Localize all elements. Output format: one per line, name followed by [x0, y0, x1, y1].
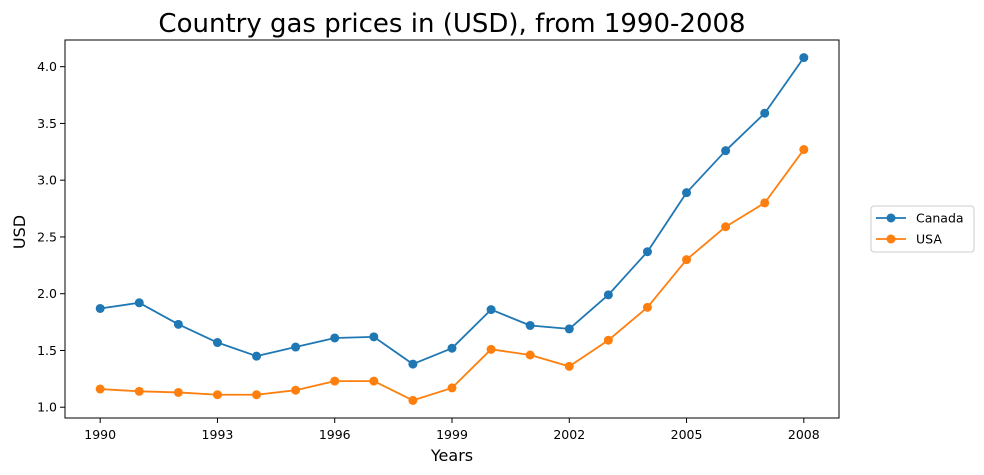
- data-point-canada: [603, 290, 613, 300]
- data-point-usa: [212, 390, 222, 400]
- data-point-canada: [173, 319, 183, 329]
- data-point-canada: [330, 333, 340, 343]
- x-tick-label: 2002: [553, 427, 585, 442]
- data-point-usa: [408, 395, 418, 405]
- data-point-canada: [486, 305, 496, 315]
- y-tick-label: 2.5: [37, 229, 57, 244]
- y-tick-label: 1.5: [37, 343, 57, 358]
- data-point-usa: [486, 344, 496, 354]
- data-point-canada: [408, 359, 418, 369]
- y-tick-label: 3.0: [37, 173, 57, 188]
- data-point-usa: [252, 390, 262, 400]
- data-point-canada: [642, 247, 652, 257]
- x-tick-label: 1999: [436, 427, 468, 442]
- data-point-canada: [291, 342, 301, 352]
- data-point-canada: [447, 343, 457, 353]
- data-point-usa: [134, 386, 144, 396]
- legend: Canada USA: [870, 205, 975, 253]
- x-tick-label: 2008: [788, 427, 820, 442]
- data-point-usa: [564, 361, 574, 371]
- x-tick-label: 1990: [84, 427, 116, 442]
- data-point-usa: [760, 198, 770, 208]
- legend-swatch-marker-usa: [886, 234, 896, 244]
- data-point-usa: [799, 145, 809, 155]
- chart-title: Country gas prices in (USD), from 1990-2…: [158, 9, 745, 39]
- data-point-usa: [721, 222, 731, 232]
- data-point-usa: [369, 376, 379, 386]
- x-tick-label: 1993: [202, 427, 234, 442]
- data-point-canada: [799, 53, 809, 63]
- legend-swatch-marker-canada: [886, 213, 896, 223]
- y-axis-label: USD: [10, 215, 29, 249]
- data-point-usa: [603, 335, 613, 345]
- x-tick-label: 1996: [319, 427, 351, 442]
- data-point-usa: [95, 384, 105, 394]
- data-point-canada: [682, 188, 692, 198]
- data-point-canada: [134, 298, 144, 308]
- y-tick-label: 2.0: [37, 286, 57, 301]
- data-point-canada: [760, 108, 770, 118]
- data-point-canada: [721, 146, 731, 156]
- y-tick-label: 3.5: [37, 116, 57, 131]
- data-point-usa: [642, 302, 652, 312]
- x-axis-label: Years: [430, 446, 473, 465]
- legend-label-canada: Canada: [916, 211, 964, 226]
- y-tick-label: 1.0: [37, 400, 57, 415]
- data-point-usa: [682, 255, 692, 265]
- data-point-usa: [330, 376, 340, 386]
- data-point-canada: [95, 303, 105, 313]
- data-point-canada: [212, 338, 222, 348]
- data-point-usa: [173, 387, 183, 397]
- data-point-usa: [291, 385, 301, 395]
- series-line-usa: [100, 149, 805, 402]
- series-canada: [95, 53, 809, 369]
- data-point-usa: [447, 383, 457, 393]
- y-tick-label: 4.0: [37, 59, 57, 74]
- data-point-canada: [369, 332, 379, 342]
- x-tick-label: 2005: [671, 427, 703, 442]
- series-usa: [95, 145, 809, 405]
- data-point-canada: [252, 351, 262, 361]
- data-point-canada: [564, 324, 574, 334]
- data-point-usa: [525, 350, 535, 360]
- series-line-canada: [100, 57, 805, 365]
- data-point-canada: [525, 320, 535, 330]
- legend-label-usa: USA: [916, 232, 942, 247]
